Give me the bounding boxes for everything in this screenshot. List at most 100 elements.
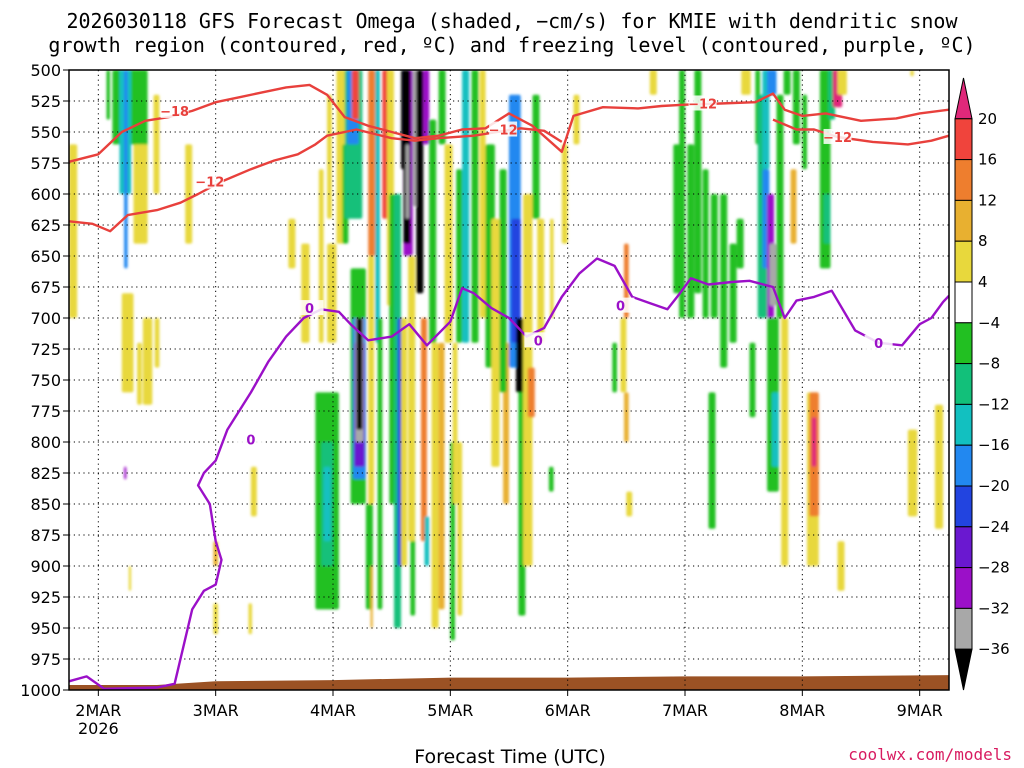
colorbar-swatch [954, 444, 973, 487]
x-tick-label: 7MAR [662, 701, 708, 720]
omega-cell [516, 318, 523, 393]
y-tick-label: 775 [30, 402, 61, 421]
omega-cell [456, 169, 463, 343]
omega-cell [573, 94, 580, 145]
omega-cell [323, 466, 331, 542]
contour-label-bg [524, 332, 553, 348]
omega-cell [741, 70, 751, 95]
omega-cell [248, 603, 252, 635]
omega-cell [802, 94, 807, 170]
y-tick-label: 675 [30, 278, 61, 297]
omega-cell [288, 218, 296, 269]
omega-cell [121, 293, 134, 393]
dgz-contour-line [69, 127, 563, 233]
colorbar-swatch [954, 118, 973, 161]
omega-cell [910, 70, 914, 77]
freezing-level-label: 0 [616, 300, 625, 315]
credit-text: coolwx.com/models [848, 745, 1012, 764]
x-tick-label: 8MAR [779, 701, 825, 720]
omega-cell [649, 70, 657, 95]
freezing-level-contour-line [69, 257, 949, 690]
y-tick-label: 900 [30, 557, 61, 576]
omega-cell [612, 342, 617, 393]
y-tick-label: 800 [30, 433, 61, 452]
colorbar-tick-label: −4 [978, 314, 1000, 332]
y-tick-label: 575 [30, 154, 61, 173]
colorbar-tick-label: 16 [978, 151, 997, 169]
omega-cell [128, 566, 132, 591]
omega-cell [527, 367, 535, 418]
y-tick-label: 1000 [20, 681, 61, 700]
omega-cell [673, 144, 681, 294]
y-tick-label: 625 [30, 216, 61, 235]
y-tick-label: 525 [30, 92, 61, 111]
y-tick-label: 500 [30, 61, 61, 80]
omega-cell [185, 144, 193, 244]
omega-cell [710, 194, 718, 318]
omega-cell [462, 70, 470, 343]
colorbar: 20 16 12 8 4 −4 −8 −12 −16 −20 −24 −28 −32 −36 [954, 77, 1010, 691]
omega-cell [687, 144, 695, 318]
omega-cell [561, 144, 568, 244]
dgz-contour-label: −12 [489, 124, 518, 139]
contour-label-bg [195, 173, 224, 189]
colorbar-tick-label: −16 [978, 436, 1010, 454]
colorbar-swatch [954, 281, 973, 324]
colorbar-swatch [954, 567, 973, 609]
temperature-contours: −18 −12 −12 −12 −12 0 0 0 0 0 [69, 83, 949, 690]
freezing-level-label: 0 [246, 434, 255, 449]
omega-cell [491, 218, 500, 467]
omega-cell [762, 70, 770, 170]
y-tick-label: 750 [30, 371, 61, 390]
freezing-level-label: 0 [874, 337, 883, 352]
omega-cell [471, 70, 479, 343]
colorbar-swatch [954, 607, 973, 650]
omega-cell [377, 318, 383, 610]
omega-cell [720, 194, 728, 368]
omega-cell [356, 318, 363, 430]
omega-cell [934, 404, 944, 529]
omega-cell [626, 491, 633, 517]
omega-cell [548, 466, 554, 492]
omega-cell [416, 70, 424, 294]
omega-cell [620, 318, 627, 393]
colorbar-bottom-arrow [954, 648, 973, 691]
x-tick-label: 3MAR [193, 701, 239, 720]
freezing-level-label: 0 [534, 334, 543, 349]
contour-label-bg [489, 121, 518, 137]
contour-label-bg [688, 95, 717, 111]
omega-cell [137, 342, 142, 405]
dgz-contour-line [69, 83, 949, 163]
colorbar-swatch [954, 199, 973, 242]
omega-cell [532, 94, 540, 219]
omega-cell [431, 342, 439, 628]
omega-cell [767, 70, 777, 95]
contour-label-bg [160, 102, 189, 118]
omega-cell [368, 256, 375, 504]
omega-cell [375, 70, 380, 343]
omega-cell [771, 392, 779, 467]
colorbar-swatch [954, 322, 973, 365]
omega-cell [790, 169, 797, 244]
y-tick-label: 650 [30, 247, 61, 266]
y-tick-label: 925 [30, 588, 61, 607]
omega-cell [327, 94, 332, 219]
y-tick-label: 700 [30, 309, 61, 328]
colorbar-tick-label: 20 [978, 110, 997, 128]
omega-cell [702, 169, 709, 318]
dgz-contour-line [772, 118, 949, 146]
omega-cell [124, 70, 128, 269]
colorbar-tick-label: 4 [978, 273, 988, 291]
omega-cell [783, 70, 791, 95]
omega-cell [694, 70, 702, 294]
omega-cell [327, 243, 337, 343]
dgz-contour-label: −12 [195, 176, 224, 191]
omega-cell [837, 70, 847, 95]
freezing-level-label: 0 [305, 302, 314, 317]
omega-cell [124, 466, 127, 480]
omega-cell [537, 218, 545, 343]
colorbar-tick-label: −8 [978, 355, 1000, 373]
x-tick-label: 6MAR [545, 701, 591, 720]
colorbar-swatch [954, 485, 973, 528]
